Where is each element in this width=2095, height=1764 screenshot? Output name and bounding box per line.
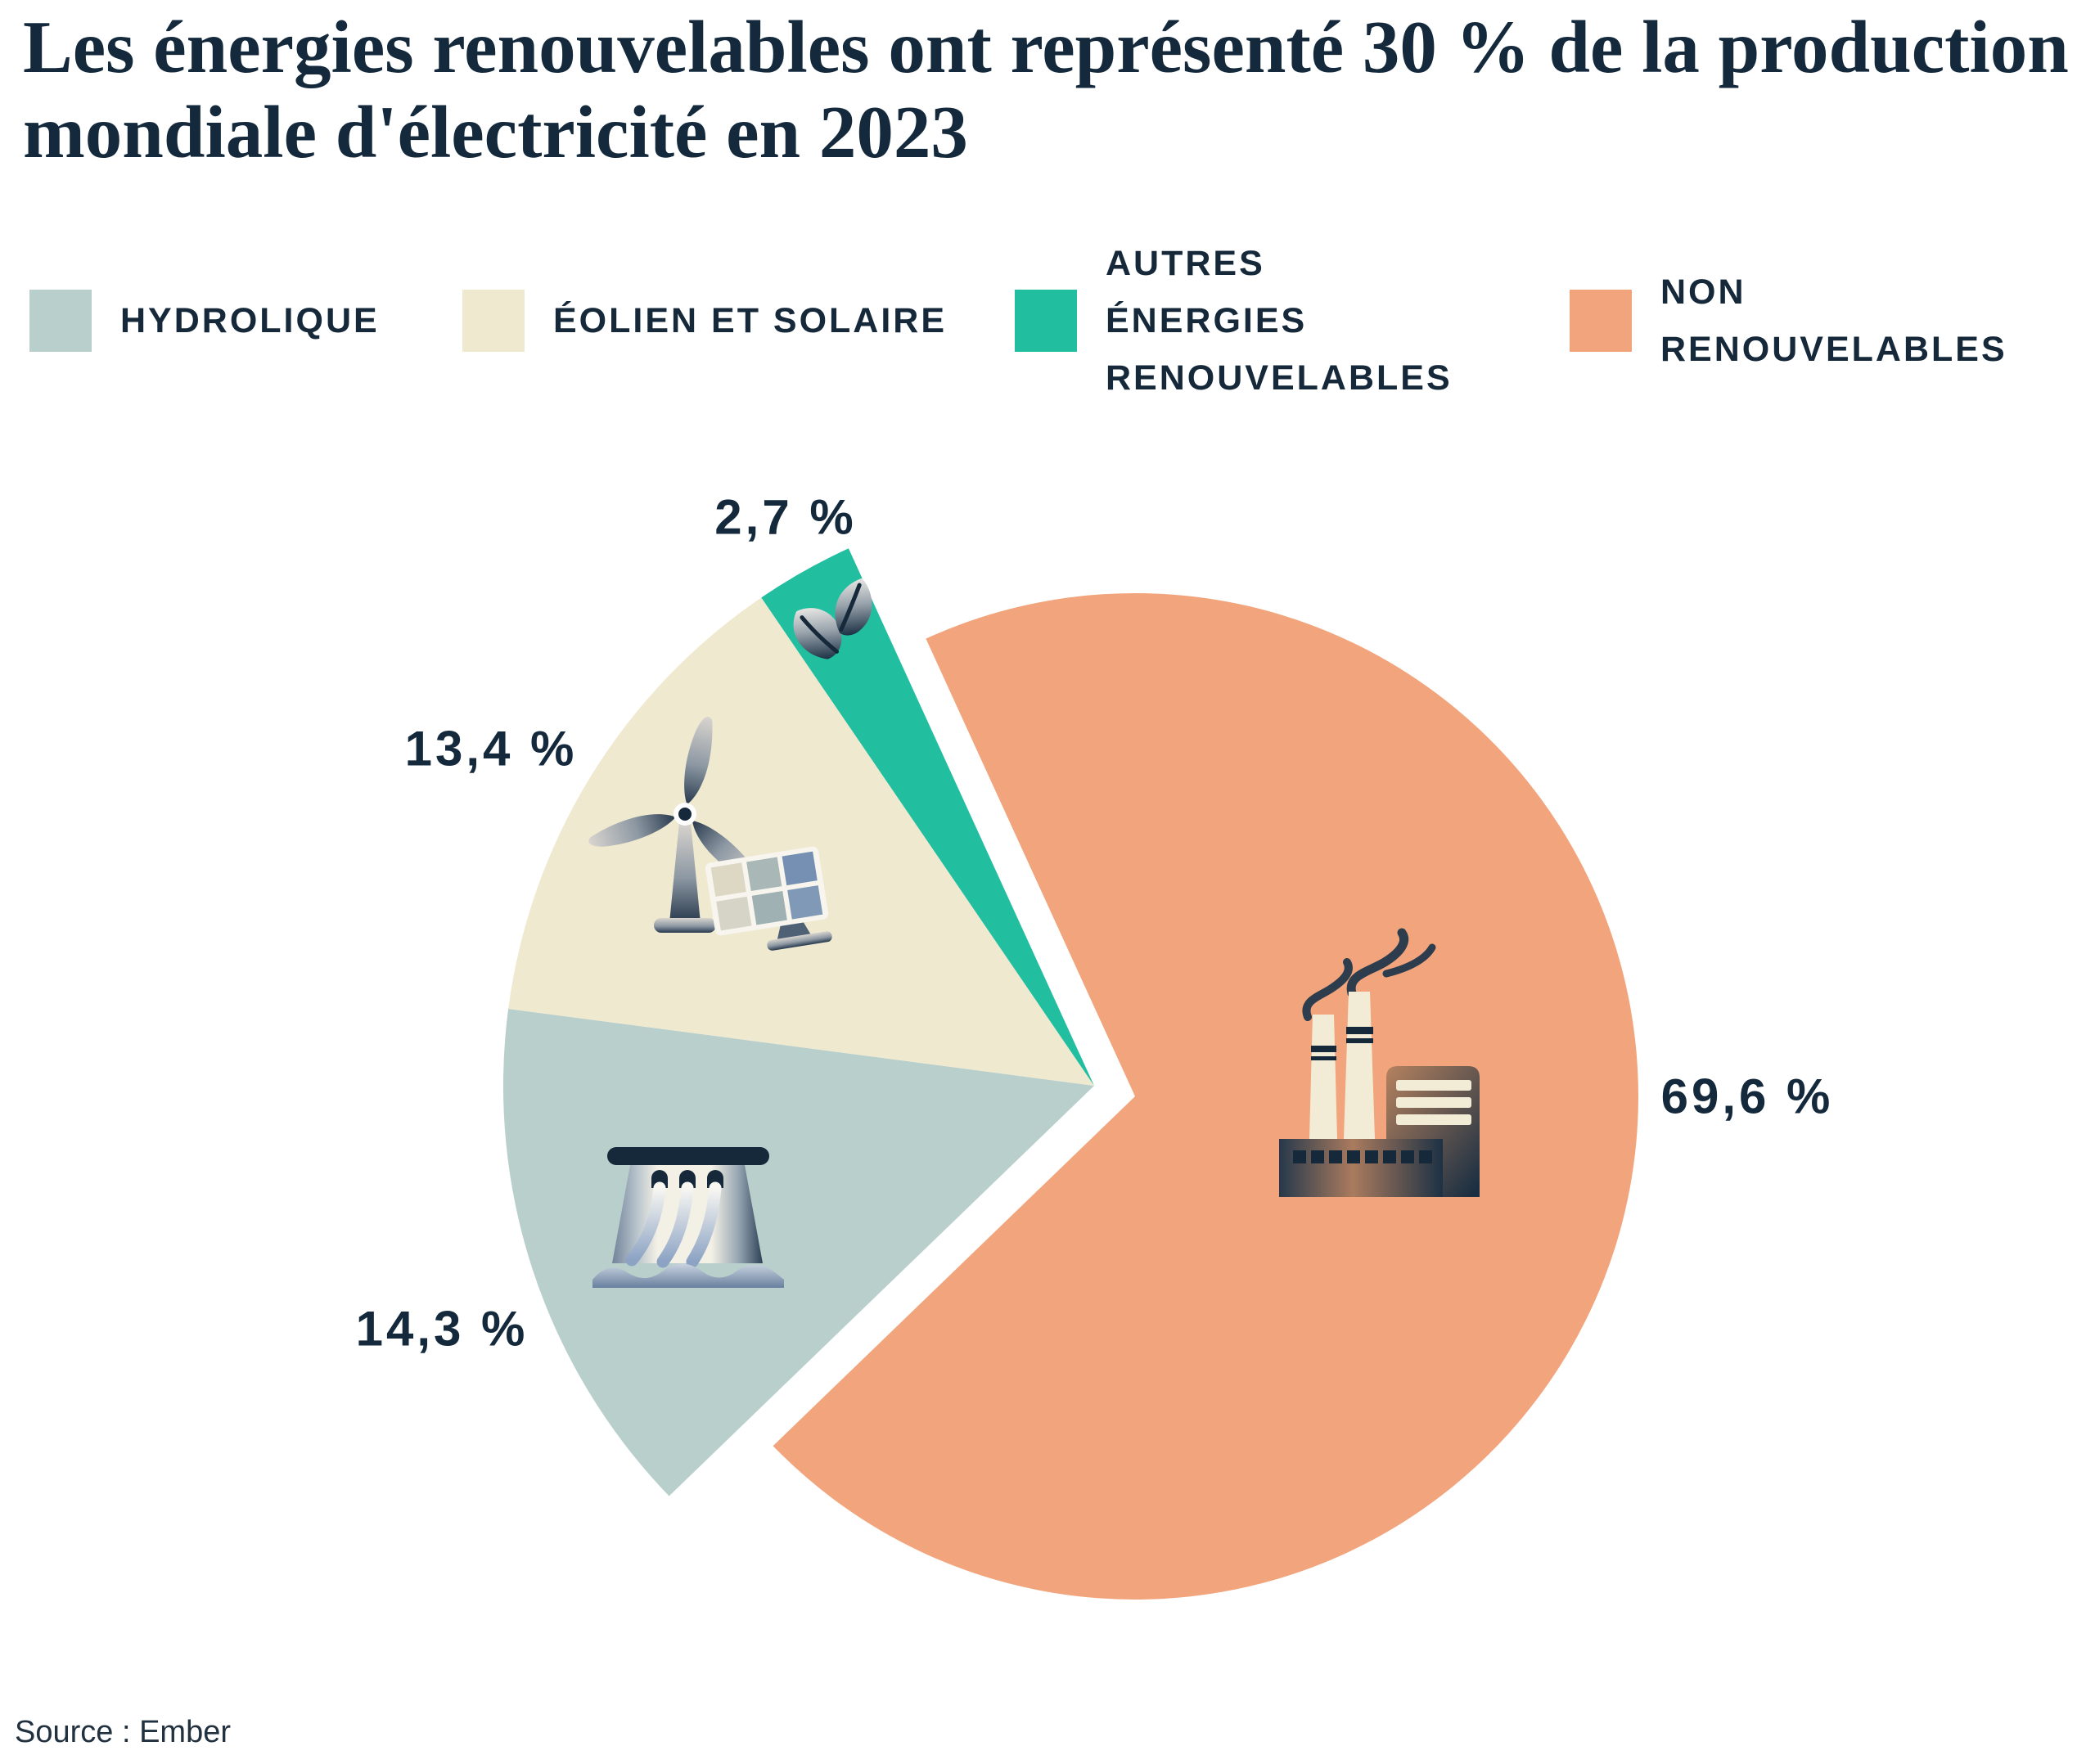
legend-item-1: HYDROLIQUE: [29, 290, 380, 352]
legend-label: NON RENOUVELABLES: [1660, 272, 2007, 369]
legend-label: HYDROLIQUE: [120, 301, 380, 340]
legend-item-3: AUTRES ÉNERGIES RENOUVELABLES: [1015, 244, 1466, 398]
pie-slices: [502, 548, 1638, 1600]
slice-value-label-1: 14,3 %: [355, 1301, 529, 1357]
slice-value-label-4: 69,6 %: [1660, 1069, 1834, 1124]
slice-value-label-2: 13,4 %: [404, 721, 578, 776]
legend-swatch: [1570, 290, 1632, 352]
legend-swatch: [29, 290, 92, 352]
page-title: Les énergies renouvelables ont représent…: [23, 6, 2069, 173]
pie-slice-4: [773, 592, 1638, 1600]
wind-turbine-solar-icon: [588, 717, 832, 951]
legend-item-4: NON RENOUVELABLES: [1570, 272, 2095, 369]
legend-label: ÉOLIEN ET SOLAIRE: [553, 301, 948, 340]
pie-slice-3: [761, 548, 1094, 1086]
dam-icon: [592, 1147, 784, 1288]
pie-slice-2: [508, 597, 1094, 1086]
factory-icon: [1279, 928, 1480, 1197]
legend-item-2: ÉOLIEN ET SOLAIRE: [462, 290, 947, 352]
legend-swatch: [462, 290, 525, 352]
pie-slice-1: [502, 1009, 1094, 1496]
source-note: Source : Ember: [15, 1715, 231, 1749]
leaf-icon: [793, 578, 872, 659]
legend-label: AUTRES ÉNERGIES RENOUVELABLES: [1106, 244, 1453, 398]
legend-swatch: [1015, 290, 1077, 352]
slice-value-label-3: 2,7 %: [714, 489, 857, 545]
